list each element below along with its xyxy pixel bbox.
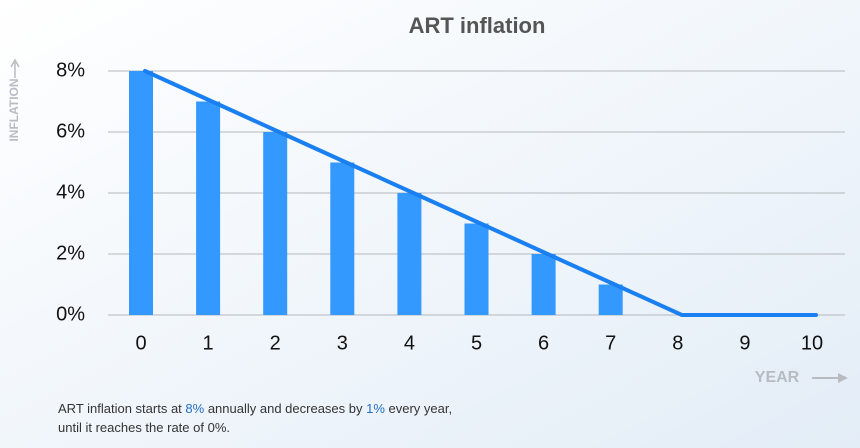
y-axis-label: INFLATION: [7, 78, 21, 141]
caption-text: 8%: [185, 401, 204, 416]
x-tick-label: 4: [404, 332, 415, 354]
bar: [397, 193, 422, 315]
x-tick-label: 6: [538, 332, 549, 354]
x-tick-label: 2: [270, 332, 281, 354]
x-tick-label: 10: [801, 332, 823, 354]
y-tick-label: 8%: [56, 59, 85, 81]
x-tick-label: 8: [672, 332, 683, 354]
x-axis-label: YEAR: [755, 369, 800, 386]
x-tick-label: 0: [135, 332, 146, 354]
chart-title: ART inflation: [409, 13, 546, 38]
y-tick-label: 4%: [56, 181, 85, 203]
x-tick-label: 1: [203, 332, 214, 354]
bar: [129, 71, 153, 315]
caption: ART inflation starts at 8% annually and …: [58, 401, 452, 435]
y-axis-arrow-head: [10, 58, 20, 68]
caption-text: 1%: [366, 401, 385, 416]
y-tick-label: 6%: [56, 120, 85, 142]
bar: [531, 254, 556, 315]
bar: [598, 284, 623, 315]
y-tick-label: 2%: [56, 242, 85, 264]
y-tick-label: 0%: [56, 303, 85, 325]
plot: 0% 2% 4% 6% 8% 0 1 2 3 4 5 6 7 8 9 10: [56, 59, 845, 354]
bar: [263, 132, 288, 315]
caption-text: every year,: [385, 401, 452, 416]
x-tick-label: 9: [739, 332, 750, 354]
bar: [196, 101, 221, 315]
x-tick-label: 7: [605, 332, 616, 354]
caption-text: annually and decreases by: [204, 401, 366, 416]
x-tick-label: 5: [471, 332, 482, 354]
x-axis-arrow-head: [838, 373, 848, 383]
trend-line: [143, 69, 818, 317]
bar: [464, 223, 489, 315]
caption-text: until it reaches the rate of 0%.: [58, 420, 230, 435]
bar: [330, 162, 355, 315]
x-tick-label: 3: [337, 332, 348, 354]
caption-text: ART inflation starts at: [58, 401, 185, 416]
